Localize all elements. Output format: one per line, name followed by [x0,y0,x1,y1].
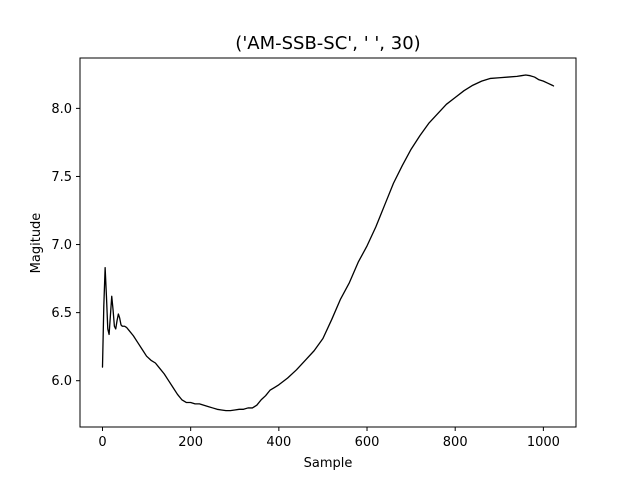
y-tick-label: 7.0 [51,238,72,253]
chart-title: ('AM-SSB-SC', ' ', 30) [235,33,420,54]
x-tick-label: 1000 [527,435,560,450]
y-axis-ticks: 6.0 6.5 7.0 7.5 8.0 [51,102,80,389]
y-tick-label: 7.5 [51,170,72,185]
y-tick-label: 6.0 [51,374,72,389]
series-line [101,74,555,412]
plot-area-frame [79,57,577,428]
x-tick-label: 800 [443,435,468,450]
x-tick-label: 200 [178,435,203,450]
x-axis-label: Sample [304,456,353,471]
y-tick-label: 6.5 [51,306,72,321]
x-tick-label: 0 [98,435,106,450]
y-axis-label: Magitude [29,213,44,274]
x-axis-ticks: 0 200 400 600 800 1000 [98,427,560,450]
y-tick-label: 8.0 [51,102,72,117]
x-tick-label: 600 [355,435,380,450]
x-tick-label: 400 [266,435,291,450]
